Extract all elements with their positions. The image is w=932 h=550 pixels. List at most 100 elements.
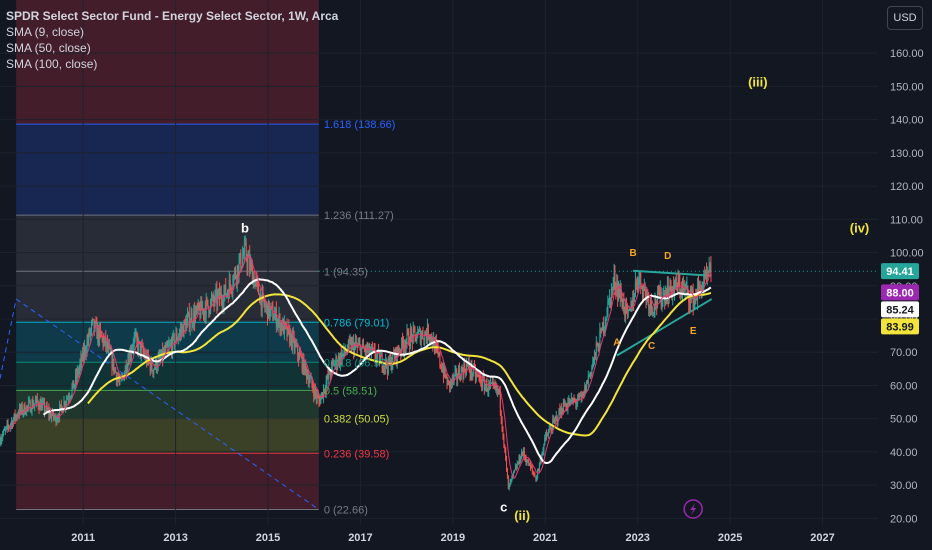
candle-body [313,390,314,397]
candle-body [686,286,687,288]
candle-body [84,348,85,357]
currency-button[interactable]: USD [887,6,923,30]
candle-body [265,306,266,307]
candle-body [648,298,649,310]
candle-body [317,396,318,399]
candle-body [614,274,615,287]
candle-body [328,371,329,378]
candle-body [546,434,547,435]
candle-body [709,267,710,273]
candle-body [160,357,161,358]
candle-body [619,288,620,297]
candle-body [2,434,3,438]
legend-sma50[interactable]: SMA (50, close) [6,40,338,56]
candle-body [460,378,461,380]
candle-body [582,395,583,396]
price-tick-label: 20.00 [890,513,918,525]
candle-body [310,378,311,381]
candle-body [707,273,708,276]
candle-body [319,401,320,404]
candle-body [16,415,17,416]
candle-body [28,402,29,406]
candle-body [320,397,321,404]
candle-body [142,346,143,347]
candle-body [314,388,315,396]
candle-body [74,384,75,388]
candle-body [37,397,38,401]
time-tick-label: 2023 [625,532,649,544]
candle-body [50,412,51,418]
candle-body [704,275,705,277]
candle-body [61,404,62,407]
candle-body [216,291,217,305]
candle-body [591,366,592,374]
candle-body [606,315,607,319]
price-tick-label: 140.00 [890,115,924,127]
fib-zone-1.236 [16,215,319,271]
candle-body [705,271,706,278]
candle-body [77,370,78,378]
candle-body [1,438,2,440]
candle-body [218,290,219,294]
candle-body [116,372,117,381]
candle-body [533,471,534,473]
candle-body [316,393,317,398]
candle-body [710,265,711,267]
candle-body [539,464,540,470]
candle-body [17,415,18,417]
candle-body [167,346,168,347]
candle-body [7,424,8,427]
candle-body [200,301,201,317]
candle-body [617,284,618,298]
candle-body [532,468,533,471]
candle-body [507,468,508,477]
candle-body [207,299,208,300]
legend-title[interactable]: SPDR Select Sector Fund - Energy Select … [6,8,338,24]
candle-body [613,283,614,289]
candle-body [226,294,227,296]
candle-body [550,429,551,430]
candle-body [638,284,639,286]
legend-sma100[interactable]: SMA (100, close) [6,56,338,72]
candle-body [655,298,656,305]
candle-body [79,369,80,374]
candle-body [444,367,445,376]
fib-trend-line-up [0,299,16,379]
candle-body [174,335,175,346]
candle-body [119,378,120,380]
candle-body [242,257,243,266]
candle-body [689,303,690,305]
candle-body [595,353,596,355]
candle-body [534,475,535,476]
candle-body [448,380,449,381]
candle-body [411,331,412,335]
time-tick-label: 2019 [441,532,465,544]
fib-label-0: 0 (22.66) [324,505,368,517]
candle-body [409,345,410,347]
candle-body [209,312,210,313]
candle-body [352,341,353,342]
candle-body [300,354,301,356]
candle-body [462,368,463,370]
time-axis-bg [0,525,878,550]
candle-body [18,415,19,416]
candle-body [97,328,98,339]
candle-body [588,376,589,383]
candle-body [175,334,176,341]
candle-body [137,340,138,351]
candle-body [303,357,304,370]
candle-body [530,464,531,467]
candle-body [161,349,162,357]
candle-body [0,440,1,443]
candle-body [197,307,198,310]
candle-body [41,404,42,410]
wave-label: (ii) [514,508,530,523]
candle-body [103,340,104,345]
candle-body [472,374,473,375]
candle-body [274,315,275,319]
candle-body [135,334,136,335]
price-tick-label: 150.00 [890,81,924,93]
legend-sma9[interactable]: SMA (9, close) [6,24,338,40]
candle-body [182,327,183,332]
